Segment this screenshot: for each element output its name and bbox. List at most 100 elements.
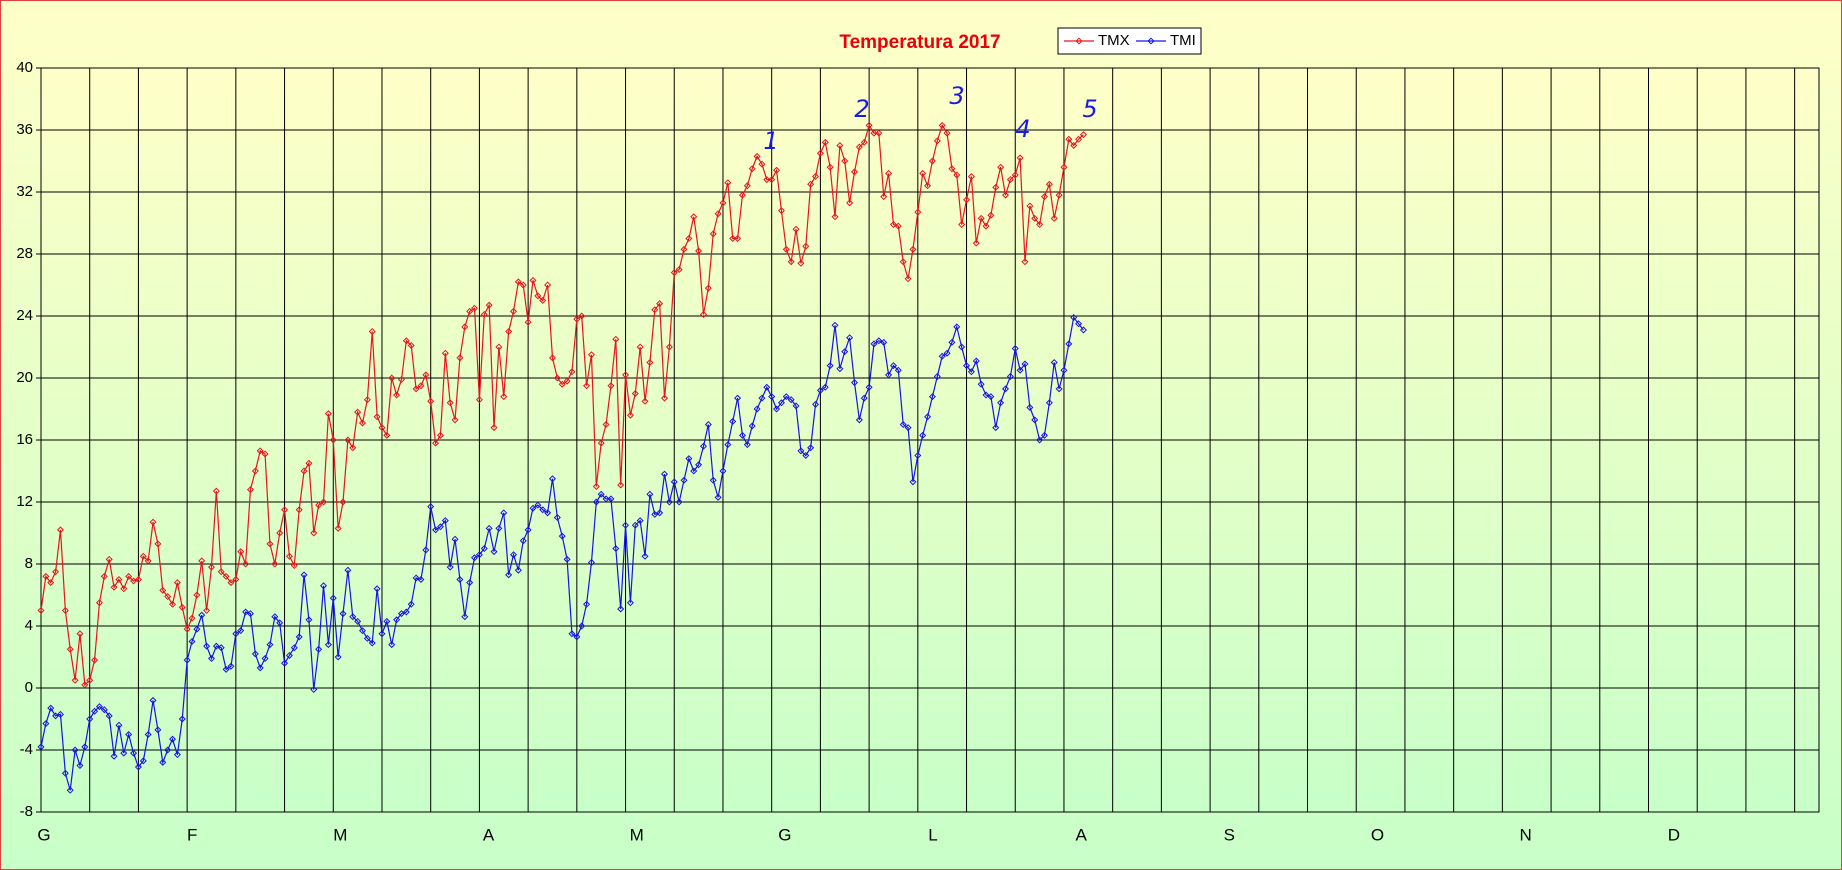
data-point: [1045, 399, 1053, 407]
data-point: [320, 498, 328, 506]
data-point: [251, 467, 259, 475]
data-point: [602, 420, 610, 429]
data-point: [646, 490, 654, 498]
data-point: [436, 523, 444, 531]
annotation: 2: [854, 95, 869, 123]
data-point: [836, 365, 844, 373]
data-point: [544, 281, 552, 289]
data-point: [500, 393, 508, 401]
data-point: [797, 259, 805, 267]
data-point: [505, 327, 513, 336]
data-point: [855, 416, 863, 424]
data-point: [622, 371, 630, 379]
legend-label: TMI: [1170, 32, 1196, 49]
y-tick-label: 16: [16, 431, 33, 448]
data-point: [207, 655, 216, 663]
data-point: [997, 399, 1005, 407]
data-point: [461, 323, 469, 331]
data-point: [115, 721, 123, 729]
data-point: [212, 487, 220, 495]
data-point: [334, 524, 342, 532]
data-point: [622, 521, 630, 529]
data-point: [1011, 171, 1019, 179]
data-point: [919, 169, 927, 177]
data-point: [948, 165, 956, 173]
data-point: [699, 442, 707, 450]
data-point: [451, 535, 459, 543]
data-point: [1040, 431, 1048, 439]
data-point: [91, 656, 99, 664]
data-point: [807, 180, 815, 188]
data-point: [816, 149, 824, 157]
y-tick-label: -8: [20, 803, 33, 820]
data-point: [612, 544, 620, 553]
legend: TMX TMI: [1057, 27, 1202, 55]
data-point: [183, 656, 191, 664]
data-point: [768, 176, 776, 184]
data-point: [222, 665, 230, 673]
data-point: [534, 501, 542, 509]
data-point: [271, 613, 279, 621]
data-point: [130, 577, 138, 585]
data-point: [95, 703, 103, 711]
data-point: [110, 752, 118, 760]
data-point: [130, 749, 138, 757]
data-point: [1065, 340, 1073, 348]
data-point: [685, 455, 693, 463]
data-point: [539, 506, 547, 514]
data-point: [242, 560, 250, 568]
data-point: [631, 521, 639, 529]
data-point: [76, 630, 84, 638]
data-point: [261, 655, 269, 663]
data-point: [982, 222, 990, 230]
data-point: [276, 529, 284, 537]
data-point: [334, 653, 342, 661]
data-point: [47, 704, 55, 712]
data-point: [222, 572, 230, 580]
data-point: [164, 746, 172, 754]
data-point: [963, 196, 971, 204]
data-point: [300, 571, 308, 579]
data-point: [232, 575, 240, 584]
data-point: [787, 396, 795, 404]
data-point: [987, 211, 995, 219]
data-point: [870, 340, 878, 348]
annotation: 5: [1082, 95, 1097, 123]
data-point: [475, 551, 483, 559]
data-point: [86, 715, 94, 723]
data-point: [1021, 258, 1029, 266]
y-tick-label: -4: [20, 741, 33, 758]
data-point: [320, 582, 328, 590]
x-tick-label: L: [928, 825, 937, 844]
data-point: [626, 599, 634, 607]
data-point: [329, 436, 337, 444]
data-point: [812, 400, 820, 408]
data-point: [592, 482, 600, 491]
data-point: [198, 557, 206, 565]
data-point: [553, 374, 561, 382]
data-point: [607, 495, 615, 503]
data-point: [402, 608, 410, 616]
data-point: [495, 343, 503, 351]
data-point: [281, 506, 289, 514]
data-point: [719, 467, 727, 475]
data-point: [383, 431, 391, 439]
data-point: [802, 451, 810, 460]
data-point: [42, 720, 50, 728]
data-point: [763, 383, 771, 391]
data-point: [466, 307, 474, 315]
data-point: [1036, 221, 1044, 229]
data-point: [656, 509, 664, 517]
data-point: [144, 557, 152, 565]
data-point: [480, 544, 488, 553]
data-point: [704, 420, 712, 429]
y-tick-label: 20: [16, 369, 33, 386]
data-point: [826, 362, 834, 370]
data-point: [300, 467, 308, 475]
data-point: [95, 599, 103, 607]
data-point: [456, 354, 464, 362]
data-point: [344, 566, 352, 574]
data-point: [349, 613, 357, 621]
data-point: [773, 405, 781, 413]
data-point: [295, 506, 303, 514]
